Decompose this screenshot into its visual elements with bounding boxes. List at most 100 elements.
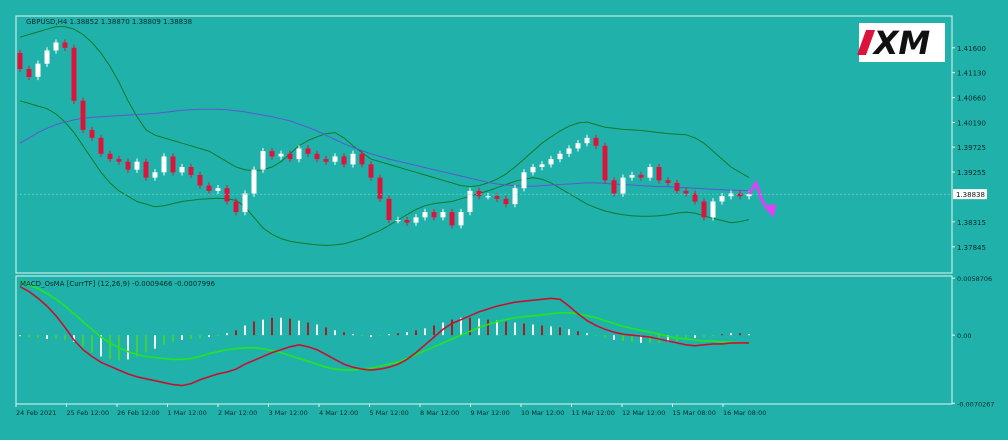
candle[interactable] [557, 150, 563, 163]
candle[interactable] [449, 208, 455, 229]
candle[interactable] [719, 192, 725, 205]
candle[interactable] [647, 163, 653, 181]
candle[interactable] [233, 198, 239, 216]
candle[interactable] [620, 174, 626, 197]
candle[interactable] [242, 190, 248, 216]
candle[interactable] [116, 155, 122, 165]
candle[interactable] [98, 134, 104, 157]
time-tick-label: 24 Feb 2021 [16, 409, 56, 417]
candle[interactable] [260, 147, 266, 173]
candle[interactable] [431, 208, 437, 221]
histogram-bar [46, 335, 48, 340]
candle[interactable] [296, 145, 302, 163]
time-tick-label: 26 Feb 12:00 [117, 409, 160, 417]
candle[interactable] [656, 163, 662, 184]
candle[interactable] [377, 174, 383, 202]
candle[interactable] [35, 60, 41, 81]
candle[interactable] [629, 171, 635, 181]
candle[interactable] [566, 145, 572, 157]
candle[interactable] [305, 145, 311, 157]
candle[interactable] [206, 182, 212, 195]
logo-red-stroke [856, 30, 876, 55]
candle[interactable] [638, 171, 644, 181]
candle[interactable] [521, 169, 527, 192]
candle[interactable] [188, 163, 194, 179]
candle[interactable] [359, 150, 365, 168]
candle[interactable] [134, 158, 140, 173]
candle[interactable] [512, 185, 518, 208]
candle[interactable] [683, 187, 689, 197]
candle[interactable] [143, 158, 149, 181]
candle[interactable] [710, 198, 716, 221]
histogram-bar [649, 335, 651, 343]
histogram-bar [325, 327, 327, 336]
candle[interactable] [539, 161, 545, 171]
candle[interactable] [53, 39, 59, 54]
candle[interactable] [197, 171, 203, 189]
candle[interactable] [584, 134, 590, 147]
candle[interactable] [332, 153, 338, 165]
candle[interactable] [476, 187, 482, 200]
candle[interactable] [404, 216, 410, 226]
candle[interactable] [224, 185, 230, 205]
candle[interactable] [440, 208, 446, 221]
histogram-bar [577, 331, 579, 336]
candle[interactable] [89, 126, 95, 142]
candle[interactable] [269, 147, 275, 160]
candle-body [71, 47, 77, 101]
candle[interactable] [314, 150, 320, 163]
candle[interactable] [215, 185, 221, 195]
candle[interactable] [350, 150, 356, 168]
candle[interactable] [71, 44, 77, 104]
candle[interactable] [278, 150, 284, 160]
candle[interactable] [692, 190, 698, 205]
candle[interactable] [413, 214, 419, 226]
candle[interactable] [341, 153, 347, 168]
candle[interactable] [44, 47, 50, 67]
candle[interactable] [125, 158, 131, 173]
histogram-bar [163, 335, 165, 345]
candle[interactable] [674, 179, 680, 195]
candle[interactable] [467, 187, 473, 216]
histogram-bar [73, 335, 75, 342]
candle[interactable] [665, 177, 671, 187]
candle[interactable] [170, 153, 176, 176]
price-pane[interactable] [16, 26, 952, 246]
candle[interactable] [62, 39, 68, 51]
candle[interactable] [395, 216, 401, 224]
time-tick-label: 25 Feb 12:00 [67, 409, 110, 417]
candle[interactable] [26, 65, 32, 81]
candle[interactable] [701, 198, 707, 221]
candle[interactable] [422, 208, 428, 221]
candle-body [233, 201, 239, 213]
candle[interactable] [323, 155, 329, 165]
candle[interactable] [251, 166, 257, 197]
candle-body [215, 188, 221, 191]
candle[interactable] [107, 150, 113, 163]
candle[interactable] [728, 190, 734, 200]
candle-body [17, 53, 23, 69]
candle[interactable] [80, 97, 86, 134]
candle[interactable] [386, 195, 392, 224]
candle[interactable] [368, 161, 374, 181]
candle[interactable] [593, 134, 599, 150]
candle[interactable] [494, 192, 500, 202]
candle[interactable] [161, 153, 167, 176]
candle[interactable] [602, 142, 608, 184]
candle[interactable] [611, 177, 617, 197]
candle[interactable] [548, 155, 554, 168]
candle[interactable] [503, 195, 509, 208]
candle[interactable] [152, 169, 158, 181]
histogram-bar [532, 324, 534, 336]
histogram-bar [505, 321, 507, 336]
candle[interactable] [737, 190, 743, 200]
candle[interactable] [575, 139, 581, 152]
candle[interactable] [458, 208, 464, 229]
candle-body [719, 196, 725, 202]
candle[interactable] [17, 49, 23, 73]
candle[interactable] [287, 150, 293, 163]
candle[interactable] [179, 163, 185, 176]
candle[interactable] [530, 163, 536, 176]
candle-body [413, 217, 419, 223]
indicator-pane[interactable] [19, 281, 750, 387]
